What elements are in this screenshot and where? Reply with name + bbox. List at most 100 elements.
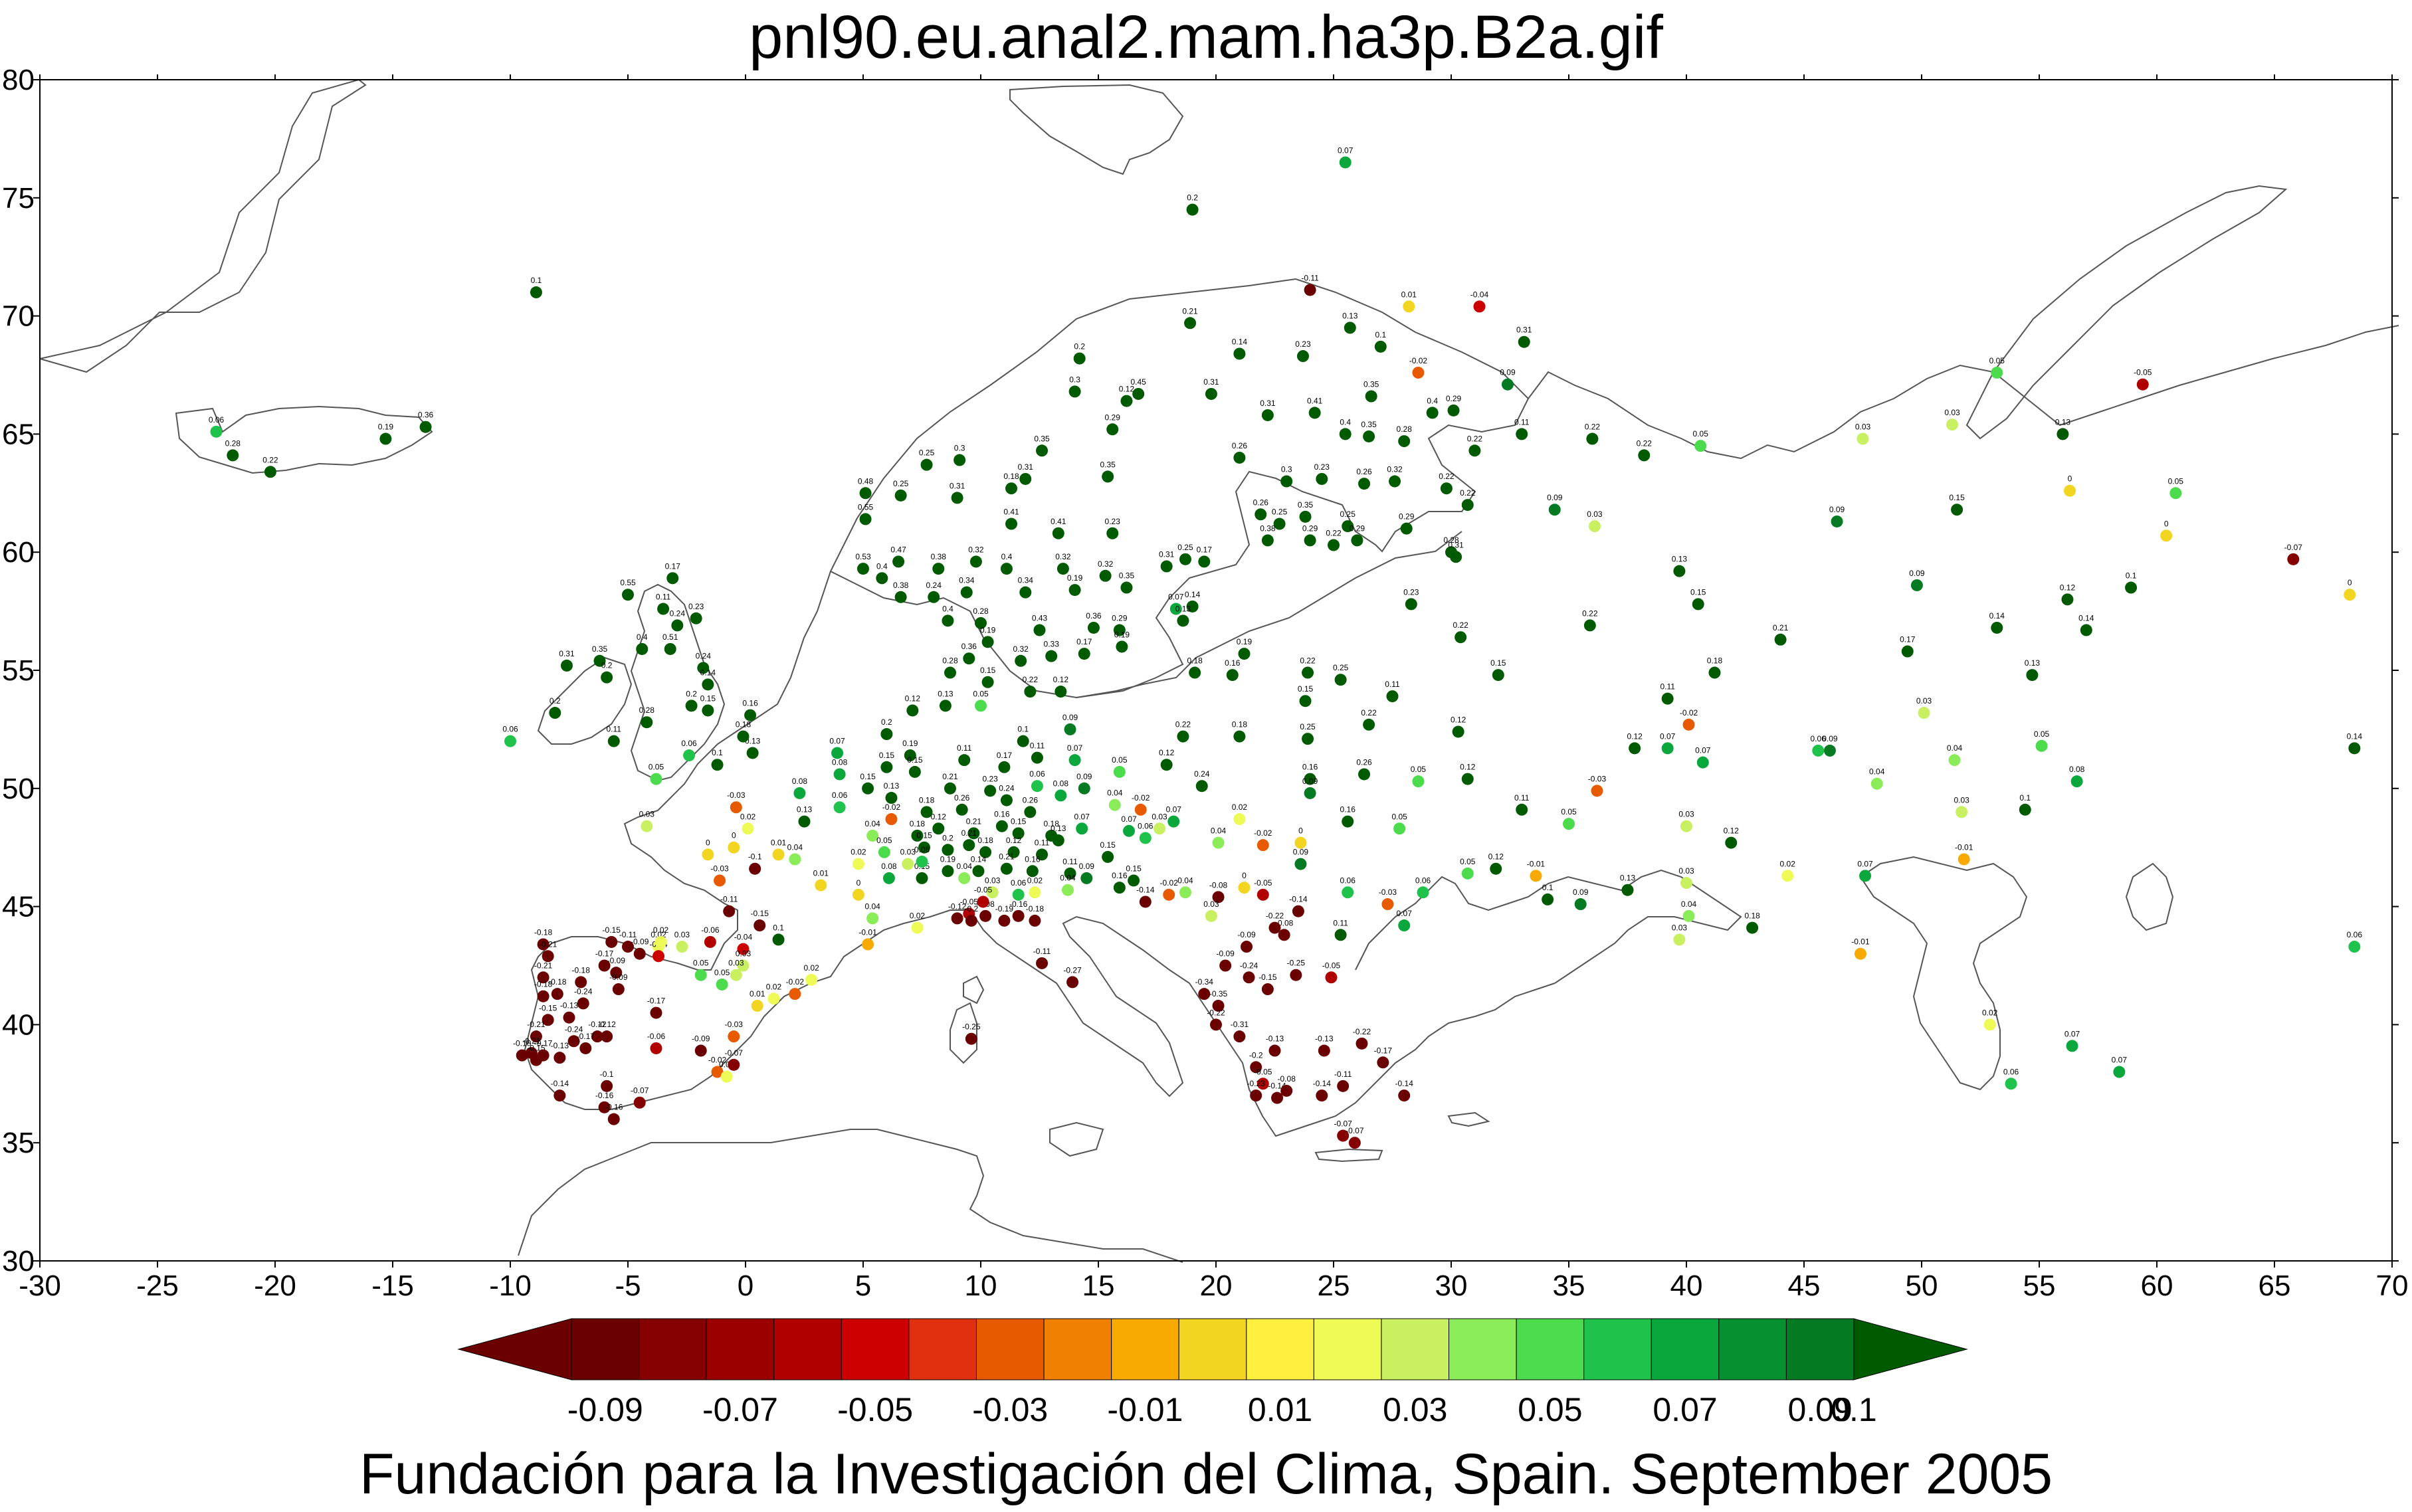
coastline-britain [630,583,726,782]
y-tick-label: 75 [2,182,35,215]
station-marker [880,761,893,773]
station-value-label: 0.11 [656,593,671,602]
station-marker [815,879,827,892]
station-value-label: 0.12 [2060,583,2076,592]
station-marker [690,612,702,624]
y-tick-label: 45 [2,891,35,923]
station-marker [730,969,742,981]
station-value-label: 0.14 [1185,590,1201,599]
station-marker [2125,581,2138,594]
station-marker [882,872,895,884]
station-marker [730,801,742,814]
station-marker [1055,789,1067,802]
coastline-black-sea [1355,869,1742,984]
station-value-label: 0.21 [966,816,982,826]
x-tick-label: -15 [371,1270,414,1302]
station-marker [542,950,554,963]
station-marker [1299,695,1312,708]
coastline-caspian [1859,856,2028,1091]
station-value-label: -0.18 [1026,904,1045,913]
station-marker [1036,957,1049,969]
station-marker [960,586,973,599]
colorbar-swatch [773,1318,842,1380]
station-marker [1212,891,1225,903]
station-value-label: 0.02 [653,925,669,935]
station-value-label: 0.04 [864,901,880,911]
station-value-label: 0.12 [1451,715,1466,724]
station-marker [1068,584,1081,597]
station-marker [1073,352,1086,365]
station-marker [767,992,780,1005]
station-marker [1019,472,1032,485]
station-value-label: 0.28 [225,438,241,448]
station-marker [1024,686,1037,698]
station-value-label: -0.13 [560,1001,579,1010]
station-marker [894,489,907,502]
station-marker [1746,921,1759,934]
station-value-label: 0.09 [1293,848,1309,857]
station-value-label: -0.35 [1209,989,1228,998]
station-marker [798,815,811,828]
station-value-label: 0.41 [1051,517,1066,526]
station-marker [972,865,985,878]
station-value-label: 0.07 [1067,743,1083,753]
station-value-label: 0 [1298,826,1303,836]
station-value-label: -0.21 [539,939,557,949]
station-value-label: -0.2 [1249,1050,1263,1060]
station-value-label: 0.35 [1119,571,1135,581]
station-value-label: 0.45 [1131,377,1147,387]
station-marker [1337,1129,1350,1142]
coastline-svalbard [1009,84,1184,175]
station-value-label: 0.24 [1194,769,1210,779]
station-value-label: 0.15 [1011,816,1027,826]
station-value-label: -0.12 [597,1020,616,1029]
station-value-label: 0.15 [700,694,716,703]
station-marker [1308,407,1321,419]
station-marker [1241,941,1253,953]
station-marker [1233,347,1246,360]
x-tick-label: 5 [855,1270,871,1302]
station-marker [2066,1040,2078,1052]
station-value-label: -0.18 [548,977,567,987]
station-marker [1304,773,1316,785]
station-marker [742,822,754,835]
station-value-label: 0.41 [1307,396,1323,405]
y-tick-label: 35 [2,1127,35,1159]
station-marker [1342,520,1354,533]
station-marker [1019,586,1032,599]
station-value-label: 0.28 [942,656,958,666]
station-marker [1255,508,1267,521]
station-value-label: 0.31 [1448,540,1464,549]
x-tick-label: 65 [2259,1270,2291,1302]
station-marker [1708,666,1721,679]
station-value-label: -0.07 [1334,1119,1352,1129]
station-marker [1296,350,1309,363]
station-value-label: -0.34 [1195,977,1214,987]
station-value-label: 0.23 [688,602,704,611]
station-marker [963,652,975,665]
station-marker [607,735,620,747]
station-marker [1358,478,1371,490]
station-marker [2348,941,2361,953]
station-value-label: 0.11 [1514,793,1530,803]
station-value-label: 0.06 [502,725,518,734]
station-marker [553,1089,566,1102]
station-marker [880,728,893,741]
station-value-label: -0.08 [1278,1074,1296,1084]
station-marker [1339,156,1352,169]
station-marker [1179,553,1191,565]
station-value-label: -0.03 [710,864,729,873]
station-value-label: 0.03 [728,959,744,968]
station-marker [1261,534,1274,547]
station-value-label: -0.14 [551,1079,569,1088]
colorbar-swatch [1785,1318,1855,1380]
station-value-label: 0.4 [1427,396,1438,405]
station-marker [685,700,698,712]
station-value-label: 0.17 [1197,545,1213,554]
station-value-label: 0.28 [973,607,989,616]
station-value-label: 0.18 [1187,656,1203,666]
station-marker [1405,598,1417,611]
station-marker [1696,756,1709,769]
station-marker [1029,914,1041,927]
station-value-label: 0.03 [1916,696,1932,706]
